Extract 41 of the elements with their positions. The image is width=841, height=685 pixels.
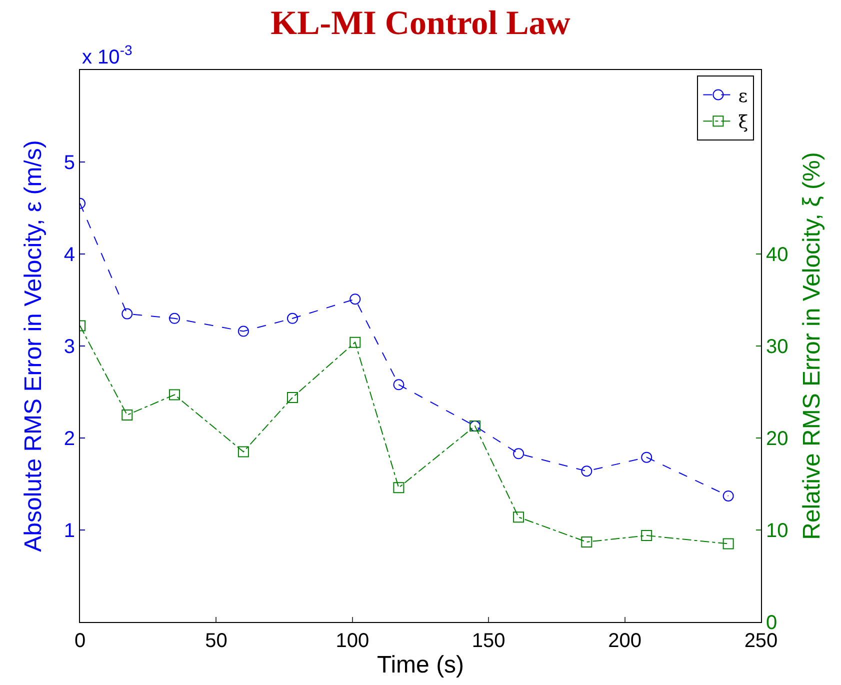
point	[350, 336, 361, 348]
point	[122, 410, 133, 420]
point	[641, 530, 652, 542]
legend-label: ε	[738, 86, 748, 107]
point	[513, 512, 524, 523]
y-tick-label: 5	[64, 152, 75, 174]
y2-tick-label: 20	[766, 428, 788, 450]
point	[393, 379, 404, 390]
point	[393, 482, 404, 494]
point	[286, 392, 298, 404]
x-axis-title: Time (s)	[376, 651, 464, 678]
text: x 10$^{-3}$	[82, 42, 132, 68]
point	[641, 452, 652, 463]
y2-tick-label: 40	[766, 244, 788, 266]
x-tick-label: 100	[336, 630, 370, 652]
chart-title: KL-MI Control Law	[270, 5, 571, 42]
point	[722, 538, 734, 550]
y-tick-label: 1	[64, 520, 75, 542]
y2-tick-label: 10	[766, 520, 788, 542]
y-tick-label: 3	[64, 336, 75, 358]
x-tick-label: 0	[74, 630, 86, 652]
point	[581, 466, 592, 477]
point	[238, 446, 249, 458]
legend-label: ξ	[738, 112, 748, 134]
point	[581, 536, 592, 548]
point	[238, 326, 249, 337]
y2-tick-label: 30	[766, 336, 788, 358]
point	[286, 312, 298, 324]
y-tick-label: 4	[64, 244, 75, 266]
point	[169, 389, 180, 400]
y-tick-label: 2	[64, 428, 75, 450]
point	[122, 308, 133, 320]
y-axis-title: Absolute RMS Error in Velocity, ε (m/s)	[20, 140, 47, 552]
point	[169, 312, 180, 324]
x-tick-label: 200	[608, 630, 642, 652]
x-tick-label: 50	[205, 630, 228, 652]
point	[722, 490, 734, 502]
point	[350, 294, 361, 305]
y2-axis-title: Relative RMS Error in Velocity, ξ (%)	[798, 152, 826, 540]
point	[513, 448, 524, 460]
x-tick-label: 150	[472, 630, 506, 652]
